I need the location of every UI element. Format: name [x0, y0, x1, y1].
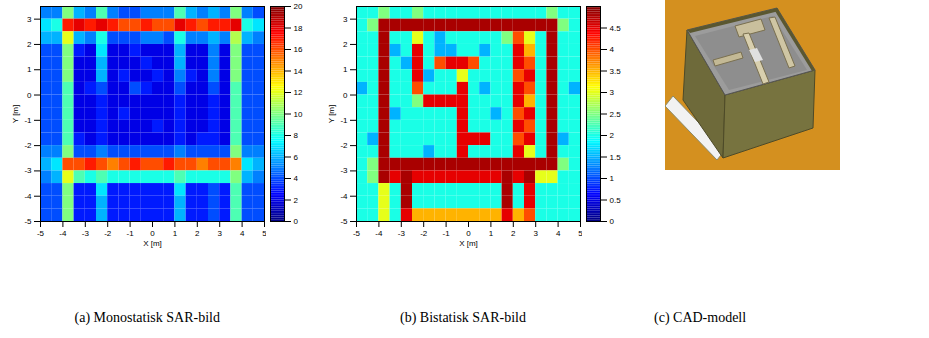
svg-text:-5: -5	[24, 217, 32, 226]
svg-text:4: 4	[610, 45, 615, 54]
svg-text:20: 20	[294, 2, 303, 11]
svg-text:X [m]: X [m]	[143, 239, 162, 248]
svg-text:3.5: 3.5	[610, 67, 622, 76]
html-text:(c) CAD-modell: (c) CAD-modell	[654, 310, 747, 325]
svg-text:2: 2	[195, 229, 200, 238]
svg-text:1: 1	[343, 65, 348, 74]
svg-text:-4: -4	[59, 229, 67, 238]
svg-text:2: 2	[343, 40, 348, 49]
svg-text:-2: -2	[24, 141, 32, 150]
svg-text:3: 3	[27, 15, 32, 24]
html-text:(b) Bistatisk SAR-bild: (b) Bistatisk SAR-bild	[400, 310, 526, 325]
svg-text:3: 3	[343, 15, 348, 24]
svg-text:-1: -1	[340, 116, 348, 125]
svg-text:14: 14	[294, 67, 303, 76]
svg-text:4: 4	[294, 174, 299, 183]
svg-text:3: 3	[610, 88, 615, 97]
svg-text:Y [m]: Y [m]	[11, 105, 20, 124]
svg-text:-1: -1	[443, 229, 451, 238]
svg-text:0: 0	[466, 229, 471, 238]
svg-text:-5: -5	[37, 229, 45, 238]
svg-text:-3: -3	[82, 229, 90, 238]
svg-text:2.5: 2.5	[610, 110, 622, 119]
svg-text:5: 5	[578, 229, 583, 239]
svg-text:4.5: 4.5	[610, 24, 622, 33]
svg-text:8: 8	[294, 131, 299, 140]
svg-text:-3: -3	[24, 166, 32, 175]
svg-text:12: 12	[294, 88, 303, 97]
svg-text:3: 3	[533, 229, 538, 238]
html-text:(a) Monostatisk SAR-bild: (a) Monostatisk SAR-bild	[74, 310, 220, 325]
svg-text:2: 2	[27, 40, 32, 49]
svg-text:-5: -5	[353, 229, 361, 238]
svg-text:1: 1	[489, 229, 494, 238]
svg-text:-1: -1	[24, 116, 32, 125]
svg-text:0: 0	[150, 229, 155, 238]
svg-text:4: 4	[556, 229, 561, 238]
svg-text:2: 2	[610, 131, 615, 140]
svg-text:-2: -2	[104, 229, 112, 238]
svg-text:18: 18	[294, 24, 303, 33]
svg-text:6: 6	[294, 153, 299, 162]
svg-text:-1: -1	[127, 229, 135, 238]
svg-text:1: 1	[173, 229, 178, 238]
svg-text:0.5: 0.5	[610, 196, 622, 205]
svg-text:-2: -2	[340, 141, 348, 150]
svg-text:1.5: 1.5	[610, 153, 622, 162]
svg-text:4: 4	[240, 229, 245, 238]
svg-text:X [m]: X [m]	[459, 239, 478, 248]
svg-text:1: 1	[27, 65, 32, 74]
svg-text:-3: -3	[398, 229, 406, 238]
svg-text:0: 0	[27, 91, 32, 100]
svg-text:0: 0	[343, 91, 348, 100]
svg-text:-2: -2	[420, 229, 428, 238]
svg-text:Y [m]: Y [m]	[327, 105, 336, 124]
svg-text:-5: -5	[340, 217, 348, 226]
svg-text:2: 2	[511, 229, 516, 238]
svg-text:3: 3	[217, 229, 222, 238]
svg-text:1: 1	[610, 174, 615, 183]
svg-text:5: 5	[262, 229, 267, 239]
svg-text:10: 10	[294, 110, 303, 119]
svg-text:-3: -3	[340, 166, 348, 175]
svg-text:-4: -4	[24, 192, 32, 201]
svg-text:0: 0	[610, 217, 615, 226]
svg-text:-4: -4	[340, 192, 348, 201]
svg-text:0: 0	[294, 217, 299, 226]
svg-text:16: 16	[294, 45, 303, 54]
svg-text:2: 2	[294, 196, 299, 205]
svg-text:-4: -4	[375, 229, 383, 238]
